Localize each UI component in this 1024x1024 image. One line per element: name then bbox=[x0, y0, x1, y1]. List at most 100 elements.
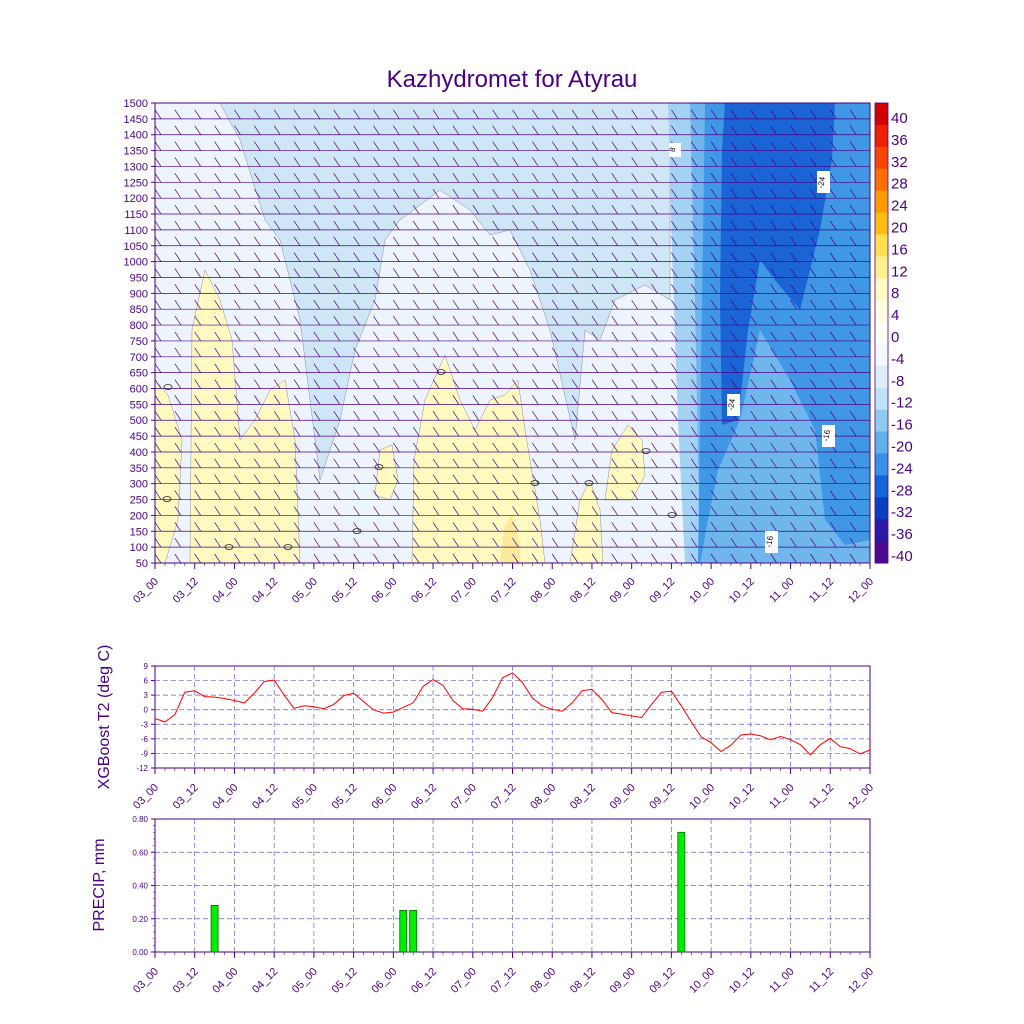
barb-flag bbox=[373, 426, 380, 437]
barb-flag bbox=[432, 300, 440, 310]
barb-flag bbox=[750, 268, 758, 278]
barb-flag bbox=[373, 236, 380, 246]
barb-flag bbox=[273, 141, 281, 151]
barb-flag bbox=[730, 363, 738, 373]
barb-flag bbox=[273, 442, 281, 453]
barb-flag bbox=[810, 474, 817, 484]
barb-flag bbox=[591, 474, 599, 484]
x-tick-label: 12_00 bbox=[846, 966, 876, 996]
barb-flag bbox=[730, 474, 738, 484]
barb-flag bbox=[293, 490, 301, 500]
barb-flag bbox=[532, 379, 539, 389]
barb-flag bbox=[194, 331, 202, 342]
barb-flag bbox=[551, 426, 559, 437]
barb-flag bbox=[651, 252, 658, 262]
barb-flag bbox=[194, 347, 202, 357]
y-tick-label: 600 bbox=[130, 384, 148, 396]
barb-flag bbox=[611, 141, 619, 151]
barb-flag bbox=[393, 347, 400, 357]
barb-flag bbox=[770, 395, 777, 405]
barb-flag bbox=[412, 236, 420, 246]
colorbar-label: -8 bbox=[891, 373, 904, 390]
barb-flag bbox=[651, 347, 658, 357]
barb-flag bbox=[478, 103, 479, 104]
barb-flag bbox=[690, 141, 698, 151]
barb-flag bbox=[730, 173, 738, 183]
barb-flag bbox=[373, 537, 380, 548]
barb-flag bbox=[492, 522, 499, 532]
barb-flag bbox=[631, 204, 638, 215]
barb-flag bbox=[432, 426, 440, 437]
x-tick-label: 12_00 bbox=[846, 782, 876, 812]
barb-flag bbox=[174, 537, 182, 548]
barb-flag bbox=[710, 347, 718, 357]
barb-flag bbox=[194, 284, 202, 294]
barb-flag bbox=[532, 252, 539, 262]
barb-flag bbox=[611, 315, 619, 326]
barb-flag bbox=[651, 426, 658, 437]
x-tick-label: 08_12 bbox=[568, 966, 598, 996]
barb-flag bbox=[671, 220, 678, 231]
barb-flag bbox=[710, 537, 718, 548]
barb-flag bbox=[829, 347, 837, 357]
barb-flag bbox=[174, 284, 182, 294]
barb-flag bbox=[611, 537, 619, 548]
barb-flag bbox=[790, 268, 797, 278]
barb-flag bbox=[770, 141, 777, 151]
barb-flag bbox=[313, 490, 321, 500]
barb-flag bbox=[412, 347, 420, 357]
barb-flag bbox=[710, 363, 718, 373]
barb-flag bbox=[194, 537, 202, 548]
barb-flag bbox=[432, 331, 440, 342]
barb-flag bbox=[412, 252, 420, 262]
barb-flag bbox=[234, 553, 241, 563]
barb-flag bbox=[432, 188, 440, 199]
barb-flag bbox=[591, 188, 599, 199]
barb-flag bbox=[234, 442, 241, 453]
barb-flag bbox=[353, 522, 360, 532]
barb-flag bbox=[313, 474, 321, 484]
barb-flag bbox=[611, 379, 619, 389]
barb-flag bbox=[472, 315, 480, 326]
barb-flag bbox=[571, 109, 579, 120]
precip-bar bbox=[399, 910, 408, 953]
contour-label: -24 bbox=[726, 398, 737, 411]
barb-flag bbox=[313, 188, 321, 199]
barb-flag bbox=[790, 474, 797, 484]
barb-flag bbox=[512, 300, 519, 310]
barb-flag bbox=[849, 220, 857, 231]
barb-flag bbox=[333, 204, 341, 215]
barb-flag bbox=[611, 125, 619, 135]
barb-flag bbox=[512, 157, 519, 167]
barb-flag bbox=[174, 173, 182, 183]
barb-flag bbox=[810, 426, 817, 437]
barb-flag bbox=[373, 347, 380, 357]
barb-flag bbox=[730, 522, 738, 532]
barb-flag bbox=[790, 188, 797, 199]
y-tick-label: 1050 bbox=[124, 241, 148, 253]
barb-flag bbox=[194, 442, 202, 453]
barb-flag bbox=[770, 173, 777, 183]
barb-flag bbox=[750, 220, 758, 231]
barb-flag bbox=[631, 284, 638, 294]
barb-flag bbox=[353, 395, 360, 405]
barb-flag bbox=[293, 363, 301, 373]
barb-flag bbox=[353, 252, 360, 262]
barb-flag bbox=[651, 458, 658, 469]
barb-flag bbox=[571, 268, 579, 278]
barb-flag bbox=[293, 125, 301, 135]
contour-region-darkest-blue bbox=[720, 103, 835, 425]
barb-flag bbox=[849, 300, 857, 310]
barb-flag bbox=[353, 506, 360, 516]
barb-flag bbox=[174, 490, 182, 500]
barb-flag bbox=[571, 363, 579, 373]
barb-flag bbox=[234, 109, 241, 120]
barb-flag bbox=[492, 109, 499, 120]
barb-flag bbox=[452, 379, 460, 389]
barb-flag bbox=[293, 458, 301, 469]
barb-flag bbox=[472, 173, 480, 183]
x-tick-label: 08_00 bbox=[528, 576, 558, 606]
colorbar-label: -12 bbox=[891, 395, 913, 412]
barb-flag bbox=[254, 109, 261, 120]
barb-flag bbox=[790, 315, 797, 326]
